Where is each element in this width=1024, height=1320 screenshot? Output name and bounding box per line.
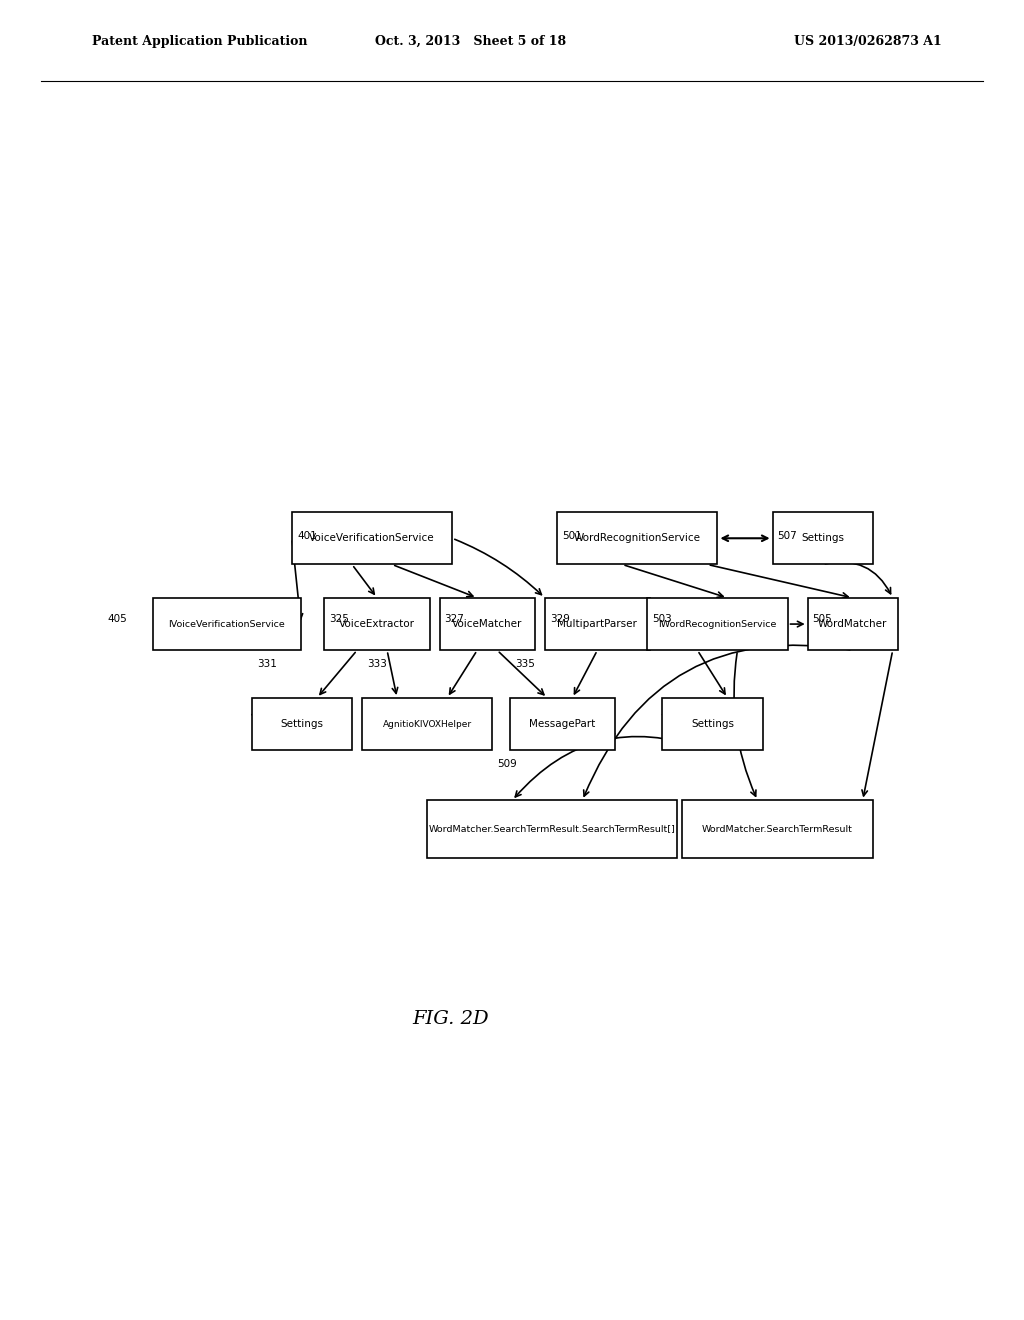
Bar — [682, 800, 872, 858]
Text: 325: 325 — [330, 614, 349, 623]
Bar — [647, 598, 787, 651]
Text: MessagePart: MessagePart — [529, 719, 595, 729]
Text: IVoiceVerificationService: IVoiceVerificationService — [169, 619, 286, 628]
Bar — [292, 512, 453, 565]
Text: Settings: Settings — [691, 719, 734, 729]
Text: VoiceExtractor: VoiceExtractor — [339, 619, 415, 630]
Text: 405: 405 — [108, 614, 127, 623]
Text: 501: 501 — [562, 531, 582, 541]
Text: IWordRecognitionService: IWordRecognitionService — [658, 619, 776, 628]
Text: 401: 401 — [297, 531, 316, 541]
Bar — [325, 598, 430, 651]
Text: 333: 333 — [367, 660, 387, 669]
Text: Settings: Settings — [801, 533, 844, 544]
Bar — [545, 598, 650, 651]
Text: WordMatcher.SearchTermResult.SearchTermResult[]: WordMatcher.SearchTermResult.SearchTermR… — [429, 825, 676, 833]
Text: 507: 507 — [777, 531, 798, 541]
Bar — [663, 698, 763, 750]
Text: MultipartParser: MultipartParser — [557, 619, 637, 630]
Text: 505: 505 — [813, 614, 833, 623]
Text: WordRecognitionService: WordRecognitionService — [573, 533, 700, 544]
Text: US 2013/0262873 A1: US 2013/0262873 A1 — [795, 36, 942, 48]
Text: 327: 327 — [444, 614, 465, 623]
Text: 503: 503 — [652, 614, 672, 623]
Text: Oct. 3, 2013   Sheet 5 of 18: Oct. 3, 2013 Sheet 5 of 18 — [376, 36, 566, 48]
Bar — [153, 598, 301, 651]
Text: Patent Application Publication: Patent Application Publication — [92, 36, 307, 48]
Bar — [439, 598, 535, 651]
Text: 331: 331 — [257, 660, 276, 669]
Bar — [427, 800, 678, 858]
Bar — [772, 512, 872, 565]
Text: 335: 335 — [515, 660, 535, 669]
Bar — [252, 698, 352, 750]
Text: VoiceVerificationService: VoiceVerificationService — [309, 533, 435, 544]
Text: 329: 329 — [550, 614, 569, 623]
Text: VoiceMatcher: VoiceMatcher — [452, 619, 522, 630]
Text: WordMatcher: WordMatcher — [818, 619, 888, 630]
Bar — [808, 598, 898, 651]
Text: AgnitioKIVOXHelper: AgnitioKIVOXHelper — [383, 719, 472, 729]
Bar — [362, 698, 493, 750]
Text: Settings: Settings — [281, 719, 324, 729]
Text: FIG. 2D: FIG. 2D — [413, 1010, 488, 1028]
Bar — [557, 512, 718, 565]
Bar — [510, 698, 614, 750]
Text: WordMatcher.SearchTermResult: WordMatcher.SearchTermResult — [702, 825, 853, 833]
Text: 509: 509 — [498, 759, 517, 770]
